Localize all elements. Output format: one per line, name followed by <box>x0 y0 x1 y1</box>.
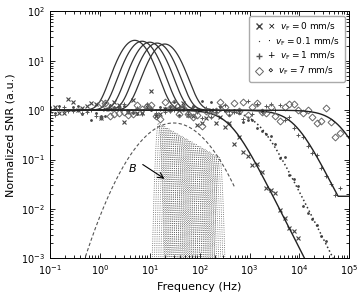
X-axis label: Frequency (Hz): Frequency (Hz) <box>158 283 242 292</box>
Y-axis label: Normalized SNR (a.u.): Normalized SNR (a.u.) <box>5 73 16 197</box>
Text: B: B <box>128 164 136 174</box>
Legend: $\times$  $v_\mathrm{F} = 0$ mm/s, $\cdot$  $v_\mathrm{F} = 0.1$ mm/s, $+$  $v_\: $\times$ $v_\mathrm{F} = 0$ mm/s, $\cdot… <box>249 16 345 82</box>
